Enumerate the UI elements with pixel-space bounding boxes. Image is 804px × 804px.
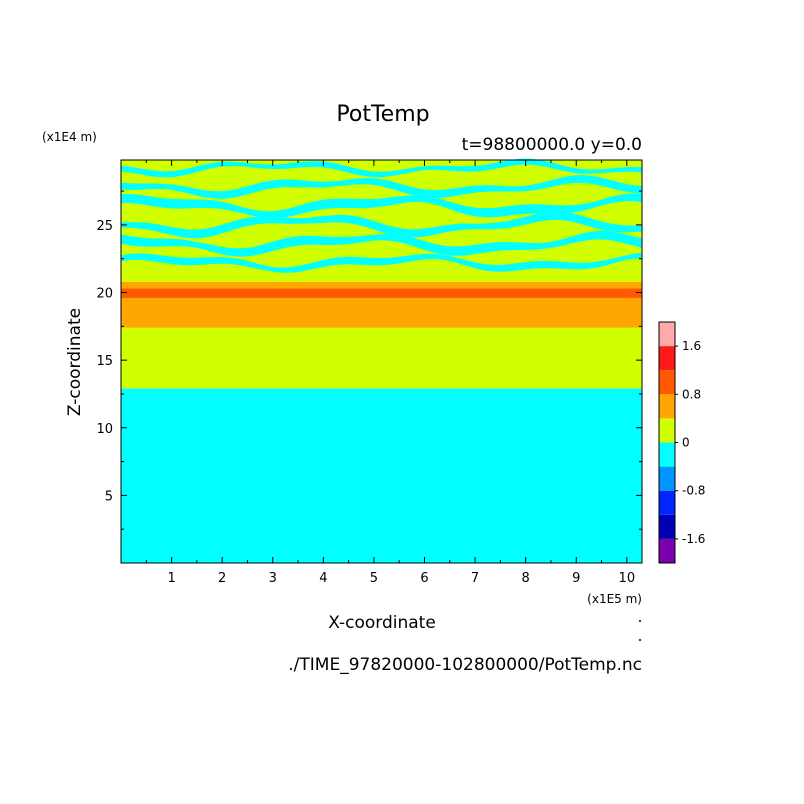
plot-frame [120, 159, 643, 564]
contour-field [121, 158, 642, 563]
x-axis: 1 2 3 4 5 6 7 8 9 10 [145, 160, 636, 586]
cyan-layer-1 [121, 230, 642, 257]
contour-band-0 [121, 388, 642, 563]
cyan-layer-2 [121, 211, 642, 239]
x-tick-label: 6 [420, 571, 428, 586]
x-tick-label: 1 [167, 571, 175, 586]
source-file-label: ./TIME_97820000-102800000/PotTemp.nc [288, 655, 642, 675]
colorbar-swatch [659, 514, 675, 539]
cyan-layer-3 [121, 193, 642, 219]
colorbar-label: -0.8 [682, 484, 705, 498]
contour-band-4 [121, 281, 642, 289]
x-tick-label: 2 [218, 571, 226, 586]
x-tick-label: 7 [471, 571, 479, 586]
contour-band-3 [121, 288, 642, 298]
y-tick-label: 25 [96, 219, 113, 234]
x-tick-label: 4 [319, 571, 327, 586]
x-tick-label: 10 [619, 571, 636, 586]
x-axis-label: X-coordinate [328, 613, 436, 633]
x-tick-label: 5 [370, 571, 378, 586]
colorbar-label: 0.8 [682, 387, 701, 401]
x-tick-label: 3 [269, 571, 277, 586]
y-tick-label: 20 [96, 287, 113, 302]
y-unit-label: (x1E4 m) [42, 130, 97, 144]
colorbar-swatch [659, 322, 675, 347]
y-tick-label: 5 [105, 489, 113, 504]
cyan-layer-0 [121, 252, 642, 273]
chart-subtitle: t=98800000.0 y=0.0 [462, 135, 642, 155]
y-tick-label: 15 [96, 354, 113, 369]
colorbar-swatch [659, 346, 675, 371]
contour-band-2 [121, 297, 642, 328]
colorbar-swatch [659, 442, 675, 467]
y-axis: 5 10 15 20 25 [96, 190, 642, 530]
colorbar-swatch [659, 418, 675, 443]
chart-title: PotTemp [336, 102, 429, 127]
colorbar-swatch [659, 394, 675, 419]
y-tick-label: 10 [96, 422, 113, 437]
colorbar-swatch [659, 538, 675, 563]
cyan-layer-5 [121, 158, 642, 178]
colorbar: 1.6 0.8 0 -0.8 -1.6 [658, 321, 705, 564]
colorbar-label: 1.6 [682, 339, 701, 353]
contour-band-1 [121, 327, 642, 389]
dot-mark [639, 639, 641, 641]
colorbar-swatch [659, 490, 675, 515]
x-unit-label: (x1E5 m) [587, 592, 642, 606]
x-tick-label: 8 [522, 571, 530, 586]
colorbar-label: -1.6 [682, 532, 705, 546]
cyan-layer-4 [121, 175, 642, 199]
dot-mark [639, 620, 641, 622]
x-tick-label: 9 [572, 571, 580, 586]
colorbar-label: 0 [682, 436, 690, 450]
colorbar-swatch [659, 466, 675, 491]
colorbar-swatch [659, 370, 675, 395]
y-axis-label: Z-coordinate [65, 308, 85, 416]
